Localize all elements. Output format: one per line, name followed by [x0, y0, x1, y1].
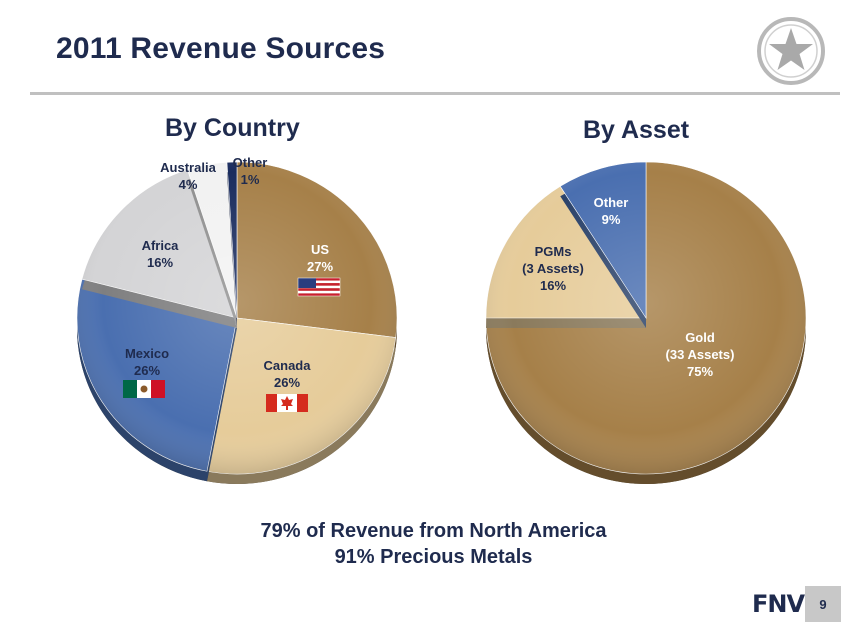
- chart-title-by-country: By Country: [165, 114, 300, 142]
- data-label-pgms: PGMs (3 Assets) 16%: [522, 244, 584, 293]
- data-label-australia: Australia 4%: [160, 160, 216, 192]
- pie-gloss: [77, 162, 397, 474]
- slide-title: 2011 Revenue Sources: [56, 32, 386, 65]
- data-label-mexico: Mexico 26%: [125, 346, 169, 378]
- footer-north-america: 79% of Revenue from North America: [260, 520, 607, 542]
- data-label-canada: Canada 26%: [264, 358, 312, 390]
- fnv-logo: FNV: [752, 590, 805, 618]
- flag-us-icon: [297, 277, 341, 297]
- data-label-other: Other 9%: [594, 195, 629, 227]
- data-label-other: Other 1%: [233, 155, 268, 187]
- pie-chart-by-asset: Gold (33 Assets) 75% PGMs (3 Assets) 16% Other…: [485, 161, 807, 484]
- star-seal-icon: [757, 17, 825, 85]
- title-divider: [30, 92, 840, 95]
- pie-gloss: [486, 162, 806, 474]
- flag-mx-icon: [123, 380, 165, 398]
- footer-precious-metals: 91% Precious Metals: [334, 546, 533, 568]
- data-label-africa: Africa 16%: [142, 238, 180, 270]
- flag-ca-icon: [266, 394, 308, 412]
- data-label-gold: Gold (33 Assets) 75%: [666, 330, 735, 379]
- pie-chart-by-country: US 27% Canada 26% Mexico 26% Africa 16% Australi…: [76, 155, 398, 484]
- page-number: 9: [805, 586, 841, 622]
- chart-title-by-asset: By Asset: [583, 116, 690, 144]
- data-label-us: US 27%: [307, 242, 333, 274]
